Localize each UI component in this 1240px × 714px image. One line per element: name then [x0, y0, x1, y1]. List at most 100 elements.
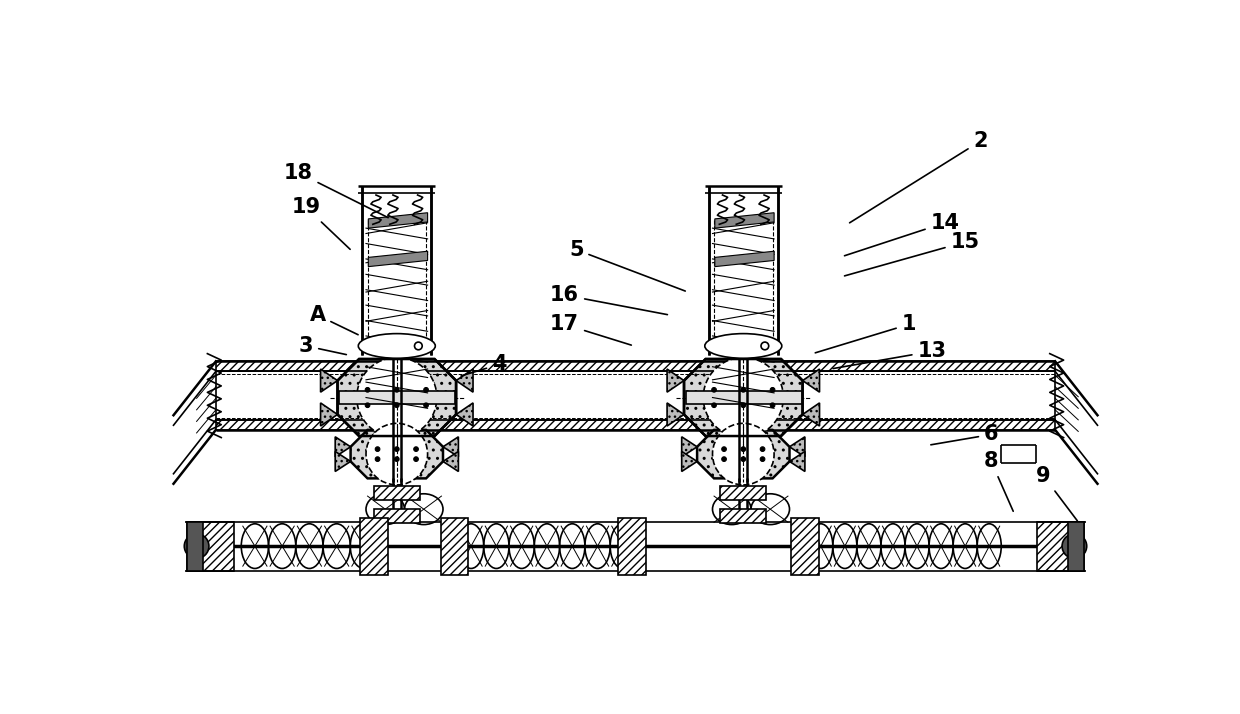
Bar [362, 186, 432, 355]
Bar [791, 518, 818, 575]
Circle shape [414, 457, 418, 461]
Text: 6: 6 [931, 425, 998, 445]
Ellipse shape [358, 333, 435, 358]
Text: 1: 1 [815, 314, 916, 353]
Ellipse shape [751, 494, 790, 525]
Bar [440, 518, 469, 575]
Bar [708, 186, 777, 355]
Circle shape [394, 447, 399, 451]
Circle shape [414, 447, 418, 451]
Circle shape [770, 403, 775, 408]
Polygon shape [337, 359, 456, 436]
Polygon shape [697, 430, 790, 478]
Text: 18: 18 [284, 163, 388, 218]
Circle shape [761, 342, 769, 350]
Text: 17: 17 [551, 314, 631, 345]
Bar [187, 521, 233, 570]
Polygon shape [443, 437, 459, 457]
Ellipse shape [484, 524, 508, 568]
Ellipse shape [404, 494, 443, 525]
Bar [720, 486, 766, 500]
Circle shape [770, 388, 775, 392]
Bar [339, 391, 455, 403]
Polygon shape [667, 369, 684, 392]
Text: 5: 5 [569, 240, 686, 291]
Text: 4: 4 [461, 354, 506, 376]
Circle shape [394, 388, 399, 392]
Circle shape [366, 388, 370, 392]
Circle shape [414, 342, 422, 350]
Bar [216, 371, 1055, 420]
Ellipse shape [703, 358, 784, 438]
Polygon shape [682, 451, 697, 471]
Ellipse shape [857, 524, 880, 568]
Circle shape [376, 447, 379, 451]
Polygon shape [684, 359, 802, 436]
Bar [360, 518, 388, 575]
Circle shape [394, 457, 399, 461]
Ellipse shape [559, 524, 585, 568]
Ellipse shape [977, 524, 1001, 568]
Polygon shape [321, 369, 337, 392]
Text: 13: 13 [833, 341, 946, 368]
Polygon shape [351, 430, 443, 478]
Bar [1068, 521, 1084, 570]
Ellipse shape [713, 494, 751, 525]
Circle shape [722, 447, 727, 451]
Circle shape [376, 457, 379, 461]
Circle shape [742, 447, 745, 451]
Circle shape [742, 403, 745, 408]
Bar [373, 509, 420, 523]
Text: 9: 9 [1037, 466, 1078, 521]
Ellipse shape [366, 423, 428, 485]
Circle shape [366, 403, 370, 408]
Circle shape [394, 403, 399, 408]
Polygon shape [443, 451, 459, 471]
Ellipse shape [610, 524, 635, 568]
Circle shape [760, 457, 765, 461]
Circle shape [742, 388, 745, 392]
Ellipse shape [905, 524, 929, 568]
Ellipse shape [350, 524, 377, 568]
Polygon shape [321, 403, 337, 426]
Polygon shape [682, 437, 697, 457]
Polygon shape [802, 403, 820, 426]
Ellipse shape [833, 524, 857, 568]
Ellipse shape [929, 524, 954, 568]
Ellipse shape [269, 524, 296, 568]
Ellipse shape [704, 333, 781, 358]
Ellipse shape [880, 524, 905, 568]
Ellipse shape [366, 494, 404, 525]
Circle shape [185, 534, 208, 558]
Polygon shape [714, 251, 774, 266]
Polygon shape [368, 213, 428, 228]
Text: 15: 15 [844, 232, 980, 276]
Ellipse shape [459, 524, 484, 568]
Bar [216, 420, 1055, 430]
Circle shape [424, 388, 428, 392]
Polygon shape [714, 213, 774, 228]
Text: 8: 8 [985, 451, 1013, 511]
Ellipse shape [534, 524, 559, 568]
Ellipse shape [242, 524, 269, 568]
Polygon shape [335, 437, 351, 457]
Bar [187, 521, 203, 570]
Polygon shape [368, 251, 428, 266]
Ellipse shape [713, 423, 774, 485]
Bar [618, 518, 646, 575]
Text: 2: 2 [849, 131, 988, 223]
Ellipse shape [324, 524, 350, 568]
Polygon shape [456, 369, 472, 392]
Text: 14: 14 [844, 213, 960, 256]
Bar [686, 391, 802, 403]
Polygon shape [335, 451, 351, 471]
Circle shape [424, 403, 428, 408]
Bar [373, 486, 420, 500]
Text: 3: 3 [299, 336, 346, 356]
Polygon shape [790, 451, 805, 471]
Circle shape [742, 457, 745, 461]
Polygon shape [790, 437, 805, 457]
Circle shape [712, 403, 717, 408]
Polygon shape [456, 403, 472, 426]
Text: A: A [310, 305, 358, 335]
